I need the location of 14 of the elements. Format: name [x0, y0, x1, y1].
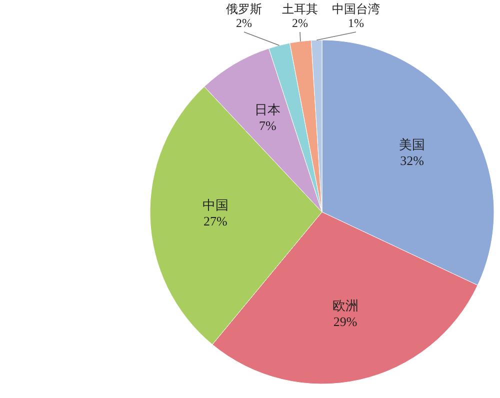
data-label: 2% [236, 16, 252, 30]
data-label: 32% [400, 152, 424, 168]
slice-label: 欧洲 [332, 298, 358, 314]
slice-label: 美国 [399, 136, 426, 152]
data-label: 29% [333, 314, 358, 330]
data-label: 2% [292, 16, 308, 30]
slice-label: 中国 [202, 197, 228, 212]
data-label: 27% [203, 213, 228, 228]
data-label: 7% [259, 118, 277, 134]
slice-label: 土耳其 [282, 2, 318, 16]
data-label: 1% [348, 16, 364, 30]
slice-label: 俄罗斯 [226, 2, 262, 16]
slice-label: 日本 [254, 102, 281, 118]
slice-label: 中国台湾 [332, 2, 380, 16]
